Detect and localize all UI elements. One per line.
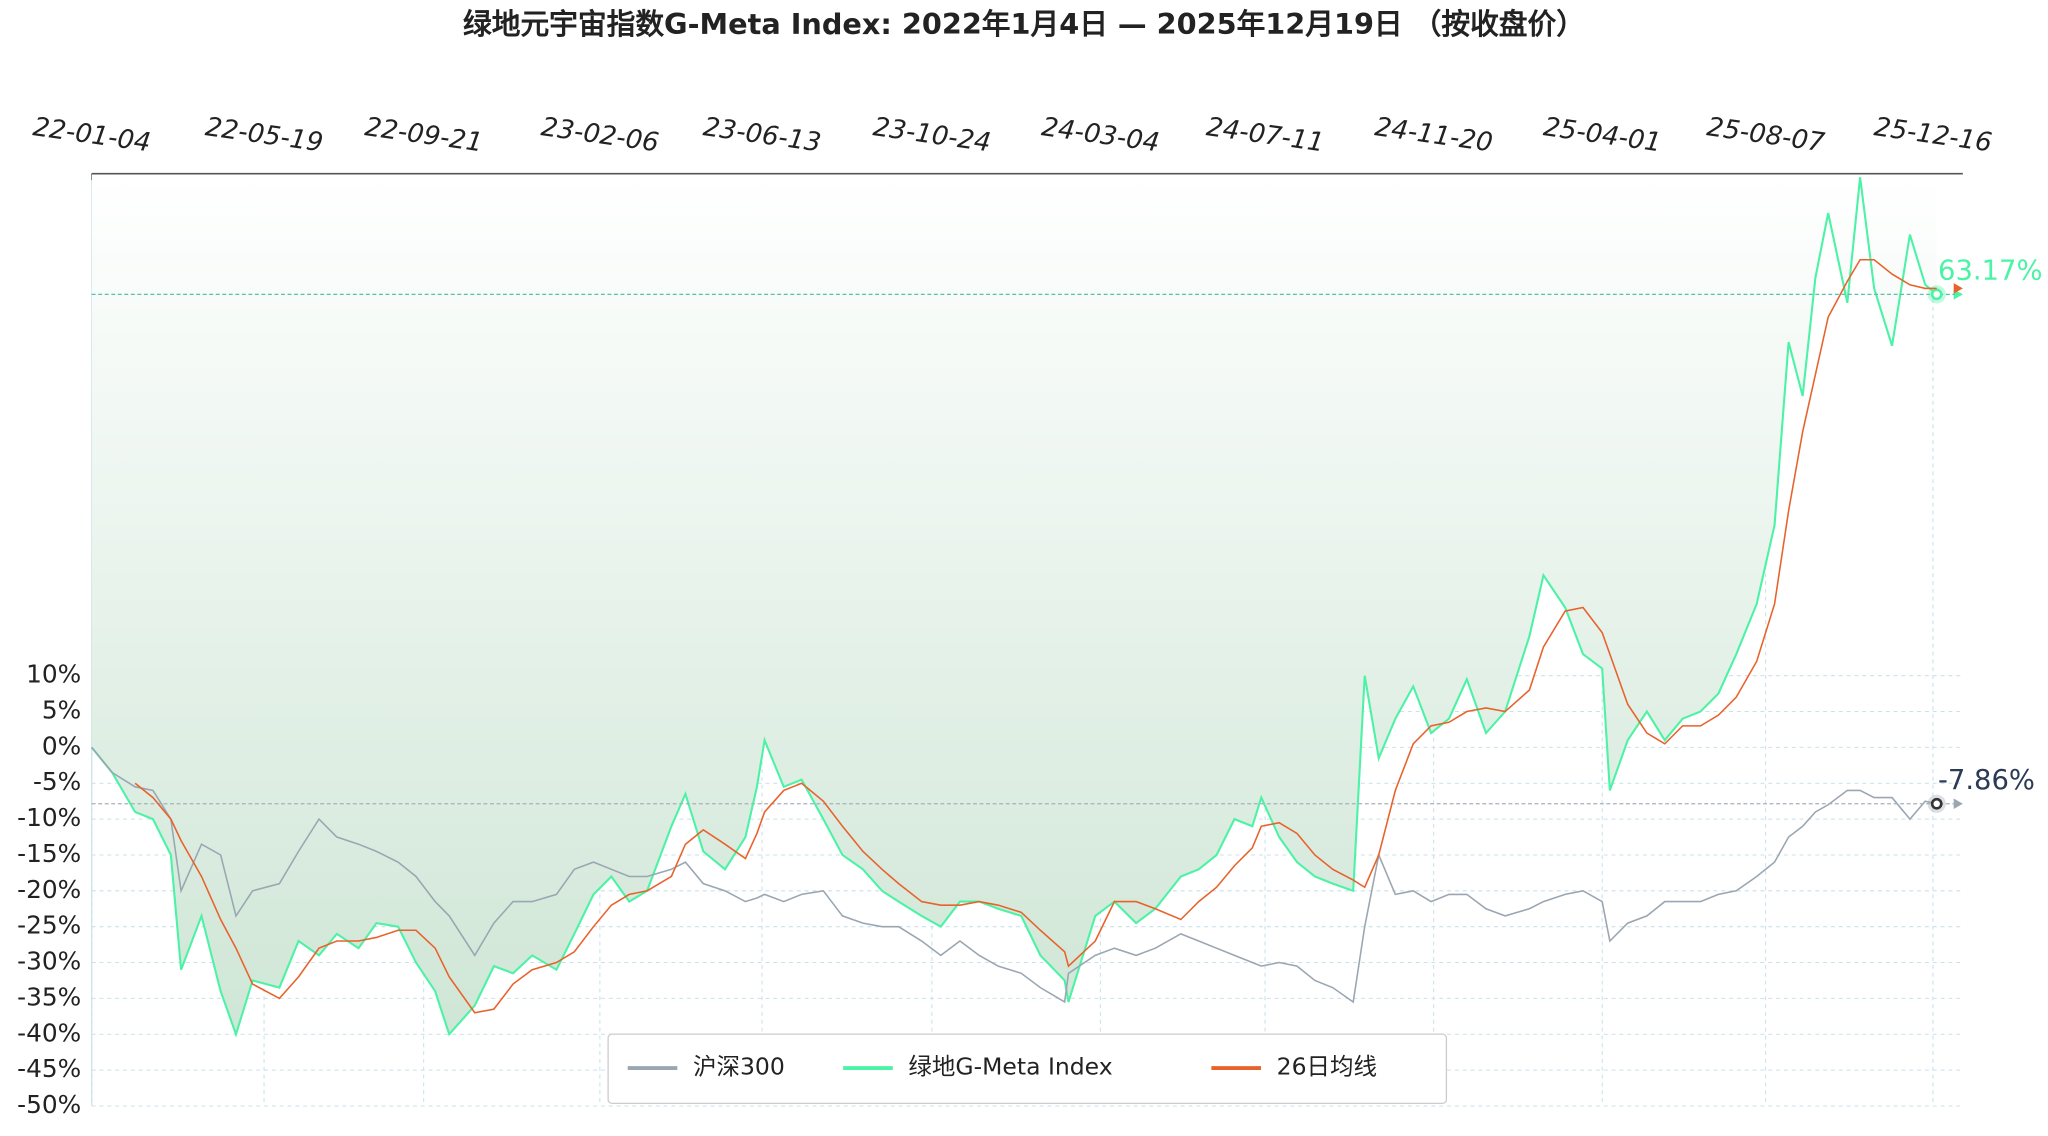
- end-arrow: [1953, 283, 1963, 294]
- end-label: 63.17%: [1938, 256, 2043, 287]
- x-tick-label: 23-06-13: [701, 112, 823, 158]
- series-line: [134, 258, 1937, 1014]
- end-arrow: [1953, 798, 1963, 809]
- legend-label: 26日均线: [1277, 1053, 1377, 1081]
- x-tick-label: 22-05-19: [203, 112, 325, 158]
- x-tick-label: 22-09-21: [363, 112, 485, 158]
- y-tick-label: 5%: [42, 696, 81, 725]
- chart-title: 绿地元宇宙指数G-Meta Index: 2022年1月4日 — 2025年12…: [463, 7, 1585, 41]
- y-tick-label: -30%: [17, 947, 81, 976]
- y-tick-label: -15%: [17, 839, 81, 868]
- series-area: [91, 173, 1937, 1035]
- end-point-core: [1930, 288, 1943, 301]
- y-tick-label: 0%: [42, 731, 81, 760]
- legend-label: 绿地G-Meta Index: [908, 1053, 1112, 1081]
- x-tick-label: 25-04-01: [1541, 112, 1663, 158]
- end-point-core: [1930, 797, 1943, 810]
- x-tick-label: 24-11-20: [1373, 112, 1495, 158]
- y-tick-label: -25%: [17, 911, 81, 940]
- x-tick-label: 22-01-04: [31, 112, 153, 158]
- y-tick-label: -20%: [17, 875, 81, 904]
- y-tick-label: -40%: [17, 1018, 81, 1047]
- y-tick-label: -45%: [17, 1054, 81, 1083]
- x-tick-label: 24-07-11: [1204, 112, 1326, 158]
- legend-label: 沪深300: [693, 1053, 785, 1081]
- y-tick-label: -35%: [17, 982, 81, 1011]
- y-tick-label: -10%: [17, 803, 81, 832]
- x-tick-label: 23-02-06: [539, 112, 661, 158]
- series-line: [90, 177, 1938, 1038]
- x-tick-label: 25-08-07: [1705, 112, 1827, 158]
- y-tick-label: -50%: [17, 1090, 81, 1119]
- x-tick-label: 25-12-16: [1872, 112, 1994, 158]
- x-tick-label: 23-10-24: [871, 112, 993, 158]
- end-label: -7.86%: [1938, 765, 2035, 796]
- y-tick-label: -5%: [33, 767, 81, 796]
- x-tick-label: 24-03-04: [1040, 112, 1162, 158]
- legend-box: [607, 1033, 1448, 1105]
- series-line: [91, 746, 1937, 1004]
- legend: 沪深300 绿地G-Meta Index 26日均线: [607, 1033, 1448, 1105]
- y-tick-label: 10%: [26, 660, 81, 689]
